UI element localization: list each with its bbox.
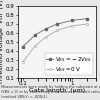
$V_{BS}=0$ V — [22, 61, 23, 62]
Y-axis label: Threshold voltage  Vth  (V): Threshold voltage Vth (V) — [0, 0, 4, 84]
$V_{BS}=0$ V — [46, 36, 47, 37]
$V_{BS}=-2V_{BS}$ — [57, 23, 58, 25]
$V_{BS}=-2V_{BS}$ — [35, 34, 36, 35]
$V_{BS}=-2V_{BS}$ — [22, 46, 23, 47]
$V_{BS}=0$ V — [87, 23, 88, 25]
$V_{BS}=-2V_{BS}$ — [72, 20, 73, 21]
Legend: $V_{BS}=-2V_{BS}$, $V_{BS}=0$ V: $V_{BS}=-2V_{BS}$, $V_{BS}=0$ V — [45, 53, 93, 75]
X-axis label: Gate length  (μm): Gate length (μm) — [29, 88, 85, 93]
$V_{BS}=-2V_{BS}$ — [87, 18, 88, 19]
$V_{BS}=0$ V — [35, 45, 36, 46]
Text: Measurements were made by holding the substrate at ground
(VBS = 0) or by connec: Measurements were made by holding the su… — [1, 85, 100, 99]
$V_{BS}=0$ V — [72, 25, 73, 26]
Line: $V_{BS}=0$ V: $V_{BS}=0$ V — [22, 23, 88, 63]
Line: $V_{BS}=-2V_{BS}$: $V_{BS}=-2V_{BS}$ — [22, 18, 88, 48]
$V_{BS}=0$ V — [57, 30, 58, 31]
$V_{BS}=-2V_{BS}$ — [46, 28, 47, 29]
